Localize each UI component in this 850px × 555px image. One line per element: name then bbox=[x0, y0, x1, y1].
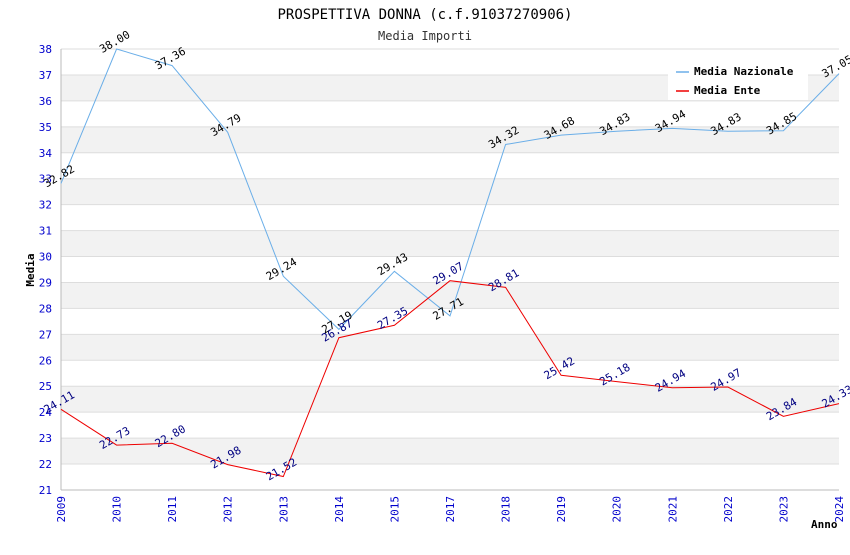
x-tick-label: 2015 bbox=[388, 496, 401, 523]
x-tick-label: 2009 bbox=[55, 496, 68, 523]
y-tick-label: 24 bbox=[39, 406, 53, 419]
legend: Media Nazionale Media Ente bbox=[668, 60, 808, 100]
grid-band bbox=[61, 126, 839, 153]
x-tick-label: 2021 bbox=[666, 496, 679, 523]
y-axis-label: Media bbox=[24, 253, 37, 286]
y-tick-label: 37 bbox=[39, 69, 52, 82]
x-tick-label: 2014 bbox=[333, 496, 346, 523]
y-tick-label: 38 bbox=[39, 43, 52, 56]
y-tick-label: 35 bbox=[39, 121, 52, 134]
chart-subtitle: Media Importi bbox=[378, 29, 472, 43]
y-tick-label: 32 bbox=[39, 199, 52, 212]
y-tick-label: 28 bbox=[39, 302, 52, 315]
legend-box bbox=[668, 60, 808, 100]
grid-band bbox=[61, 282, 839, 309]
y-tick-label: 27 bbox=[39, 328, 52, 341]
grid-band bbox=[61, 334, 839, 361]
grid-band bbox=[61, 178, 839, 205]
y-tick-label: 30 bbox=[39, 251, 52, 264]
chart-title: PROSPETTIVA DONNA (c.f.91037270906) bbox=[277, 7, 572, 23]
x-tick-label: 2012 bbox=[222, 496, 235, 523]
x-tick-label: 2018 bbox=[500, 496, 513, 523]
legend-label-nazionale: Media Nazionale bbox=[694, 65, 794, 78]
x-tick-label: 2022 bbox=[722, 496, 735, 523]
y-tick-label: 23 bbox=[39, 432, 52, 445]
series-line-nazionale bbox=[60, 48, 840, 331]
x-tick-label: 2011 bbox=[166, 496, 179, 523]
y-tick-label: 25 bbox=[39, 380, 52, 393]
axes bbox=[60, 49, 839, 491]
grid-lines bbox=[61, 48, 839, 491]
x-tick-label: 2020 bbox=[611, 496, 624, 523]
x-tick-label: 2024 bbox=[833, 496, 846, 523]
x-tick-labels: 2009 2010 2011 2012 2013 2014 2015 2017 2018 2019… bbox=[55, 496, 846, 523]
y-tick-label: 31 bbox=[39, 225, 52, 238]
y-tick-label: 29 bbox=[39, 276, 52, 289]
x-tick-label: 2019 bbox=[555, 496, 568, 523]
grid-band bbox=[61, 230, 839, 257]
y-tick-label: 21 bbox=[39, 484, 52, 497]
series-line-ente bbox=[60, 280, 840, 478]
y-tick-label: 26 bbox=[39, 354, 52, 367]
y-tick-label: 34 bbox=[39, 147, 53, 160]
y-tick-label: 33 bbox=[39, 173, 52, 186]
grid-band bbox=[61, 438, 839, 465]
grid-band bbox=[61, 386, 839, 413]
y-tick-label: 22 bbox=[39, 458, 52, 471]
x-tick-label: 2023 bbox=[777, 496, 790, 523]
x-axis-label: Anno bbox=[811, 518, 838, 531]
y-tick-labels: 21 22 23 24 25 26 27 28 29 30 31 32 33 34 35 36 37 38 bbox=[39, 43, 53, 497]
legend-label-ente: Media Ente bbox=[694, 84, 761, 97]
y-tick-label: 36 bbox=[39, 95, 52, 108]
x-tick-label: 2013 bbox=[277, 496, 290, 523]
x-tick-label: 2010 bbox=[111, 496, 124, 523]
x-tick-label: 2017 bbox=[444, 496, 457, 523]
series-lines bbox=[60, 48, 840, 478]
